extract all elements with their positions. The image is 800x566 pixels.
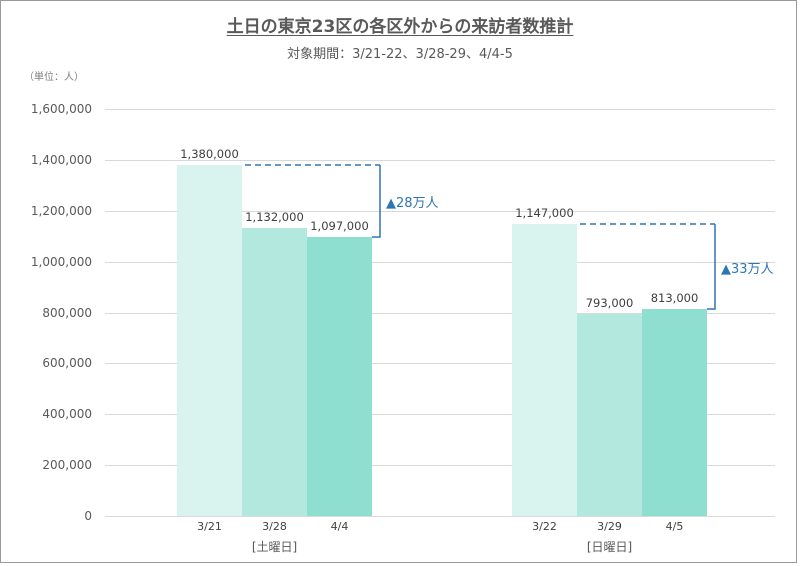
x-tick-label: 3/22 (532, 520, 557, 533)
gridline (105, 313, 775, 314)
gridline (105, 160, 775, 161)
difference-annotation: ▲28万人 (386, 196, 439, 211)
y-tick-label: 1,000,000 (30, 254, 92, 269)
y-tick-label: 1,600,000 (30, 102, 92, 116)
gridline (105, 363, 775, 364)
y-tick-label: 0 (84, 509, 92, 523)
x-tick-label: 3/21 (197, 520, 222, 533)
value-label: 1,132,000 (245, 210, 304, 225)
x-tick-label: 4/4 (330, 520, 349, 533)
value-label: 793,000 (585, 296, 634, 311)
group-label: [日曜日] (586, 540, 633, 554)
value-label: 1,097,000 (310, 218, 369, 233)
y-tick-label: 1,400,000 (30, 152, 92, 167)
gridline (105, 465, 775, 466)
bar (307, 236, 372, 516)
gridline (105, 109, 775, 110)
bar (242, 228, 307, 516)
chart-subtitle: 対象期間：3/21-22、3/28-29、4/4-5 (287, 47, 513, 62)
difference-annotation: ▲33万人 (721, 261, 774, 277)
bar (642, 309, 707, 516)
y-tick-label: 600,000 (42, 356, 92, 371)
chart-title: 土日の東京23区の各区外からの来訪者数推計 (226, 17, 574, 37)
gridline (105, 414, 775, 415)
y-tick-label: 1,200,000 (30, 203, 92, 218)
value-label: 1,147,000 (515, 206, 574, 221)
gridline (105, 262, 775, 263)
gridline (105, 516, 775, 517)
bar (177, 164, 242, 516)
bar (577, 314, 642, 516)
group-label: [土曜日] (251, 540, 298, 554)
gridline (105, 211, 775, 212)
x-tick-label: 3/29 (597, 520, 622, 533)
x-tick-label: 4/5 (665, 520, 684, 533)
value-label: 813,000 (650, 291, 699, 306)
unit-label: （単位：人） (24, 72, 84, 83)
bar (512, 224, 577, 516)
y-tick-label: 400,000 (42, 407, 92, 422)
value-label: 1,380,000 (180, 146, 239, 161)
x-tick-label: 3/28 (262, 520, 287, 533)
y-tick-label: 200,000 (42, 458, 92, 473)
y-tick-label: 800,000 (42, 305, 92, 320)
